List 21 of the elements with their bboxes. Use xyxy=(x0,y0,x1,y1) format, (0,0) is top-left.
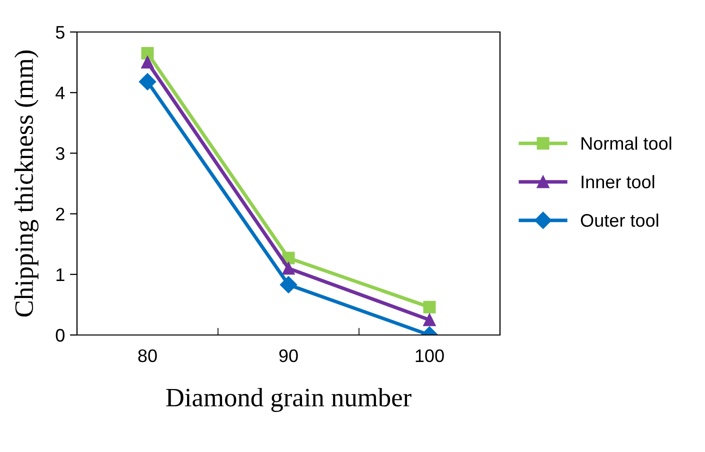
point xyxy=(282,262,295,275)
y-tick-label: 5 xyxy=(56,26,64,39)
y-tick-label: 4 xyxy=(56,86,65,100)
legend-label: Normal tool xyxy=(582,136,672,150)
y-tick-label: 1 xyxy=(56,268,64,281)
y-tick-label: 2 xyxy=(56,208,64,220)
point xyxy=(280,276,298,294)
point xyxy=(141,46,154,60)
x-tick-label: 90 xyxy=(279,349,298,362)
x-tick-label: 80 xyxy=(138,349,157,362)
point xyxy=(423,314,436,326)
x-axis-title: Diamond grain number xyxy=(166,388,412,412)
y-axis-title: Chipping thickness (mm) xyxy=(14,50,38,317)
legend-label: Outer tool xyxy=(580,214,658,227)
point xyxy=(141,56,154,69)
y-tick-label: 3 xyxy=(56,147,64,160)
point xyxy=(423,300,436,314)
point xyxy=(138,73,156,90)
legend-label: Inner tool xyxy=(582,175,654,188)
y-tick-label: 0 xyxy=(56,328,64,342)
x-tick-label: 100 xyxy=(416,349,444,362)
